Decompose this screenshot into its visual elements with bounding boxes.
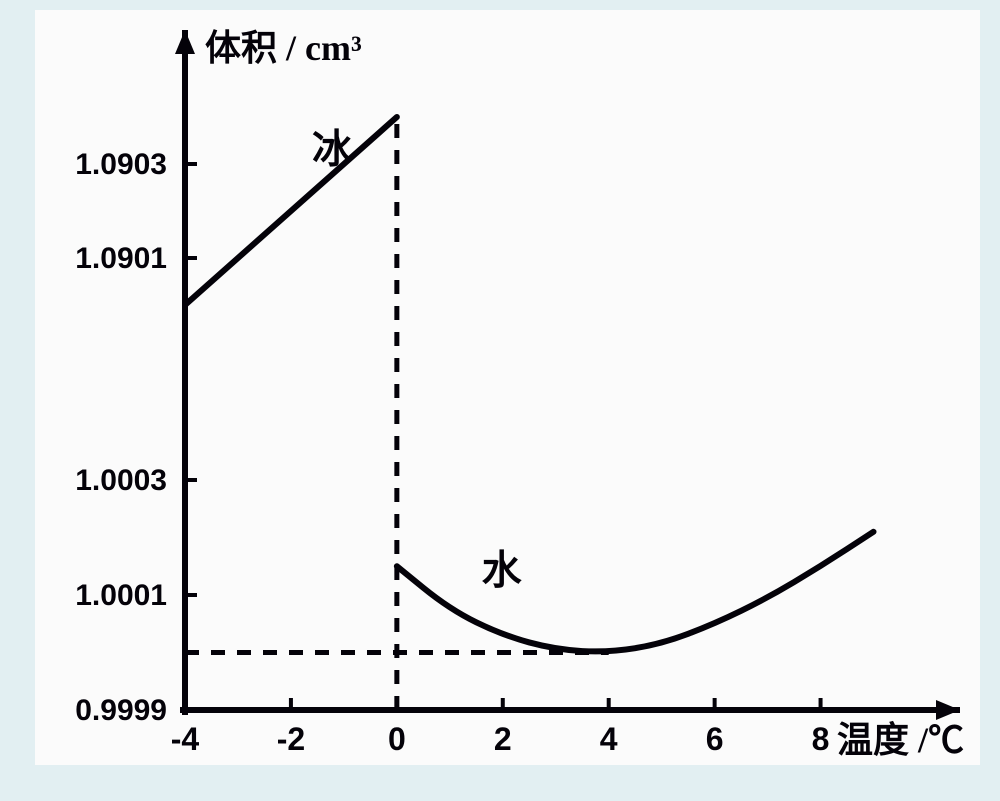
x-tick-label: -4 (171, 721, 200, 757)
x-tick-label: 2 (494, 721, 512, 757)
x-axis-label: 温度 /℃ (837, 720, 964, 760)
water-series-label: 水 (482, 548, 523, 593)
y-tick-label: 1.0901 (75, 242, 167, 275)
x-tick-label: 6 (706, 721, 724, 757)
y-tick-label: 1.0001 (75, 579, 167, 612)
x-tick-label: 4 (600, 721, 618, 757)
x-tick-label: 0 (388, 721, 406, 757)
x-tick-label: 8 (812, 721, 830, 757)
volume-temperature-chart: -4 -2 0 2 4 6 8 0.9999 1.0001 1.0003 1.0901 1.0903 体… (0, 0, 1000, 801)
y-axis-label: 体积 / cm³ (205, 28, 362, 68)
y-tick-label: 1.0903 (75, 148, 167, 181)
y-tick-label: 1.0003 (75, 464, 167, 497)
ice-series-label: 冰 (312, 127, 353, 172)
x-tick-label: -2 (277, 721, 305, 757)
y-tick-label: 0.9999 (75, 694, 167, 727)
chart-svg: -4 -2 0 2 4 6 8 0.9999 1.0001 1.0003 1.0901 1.0903 体… (0, 0, 1000, 801)
